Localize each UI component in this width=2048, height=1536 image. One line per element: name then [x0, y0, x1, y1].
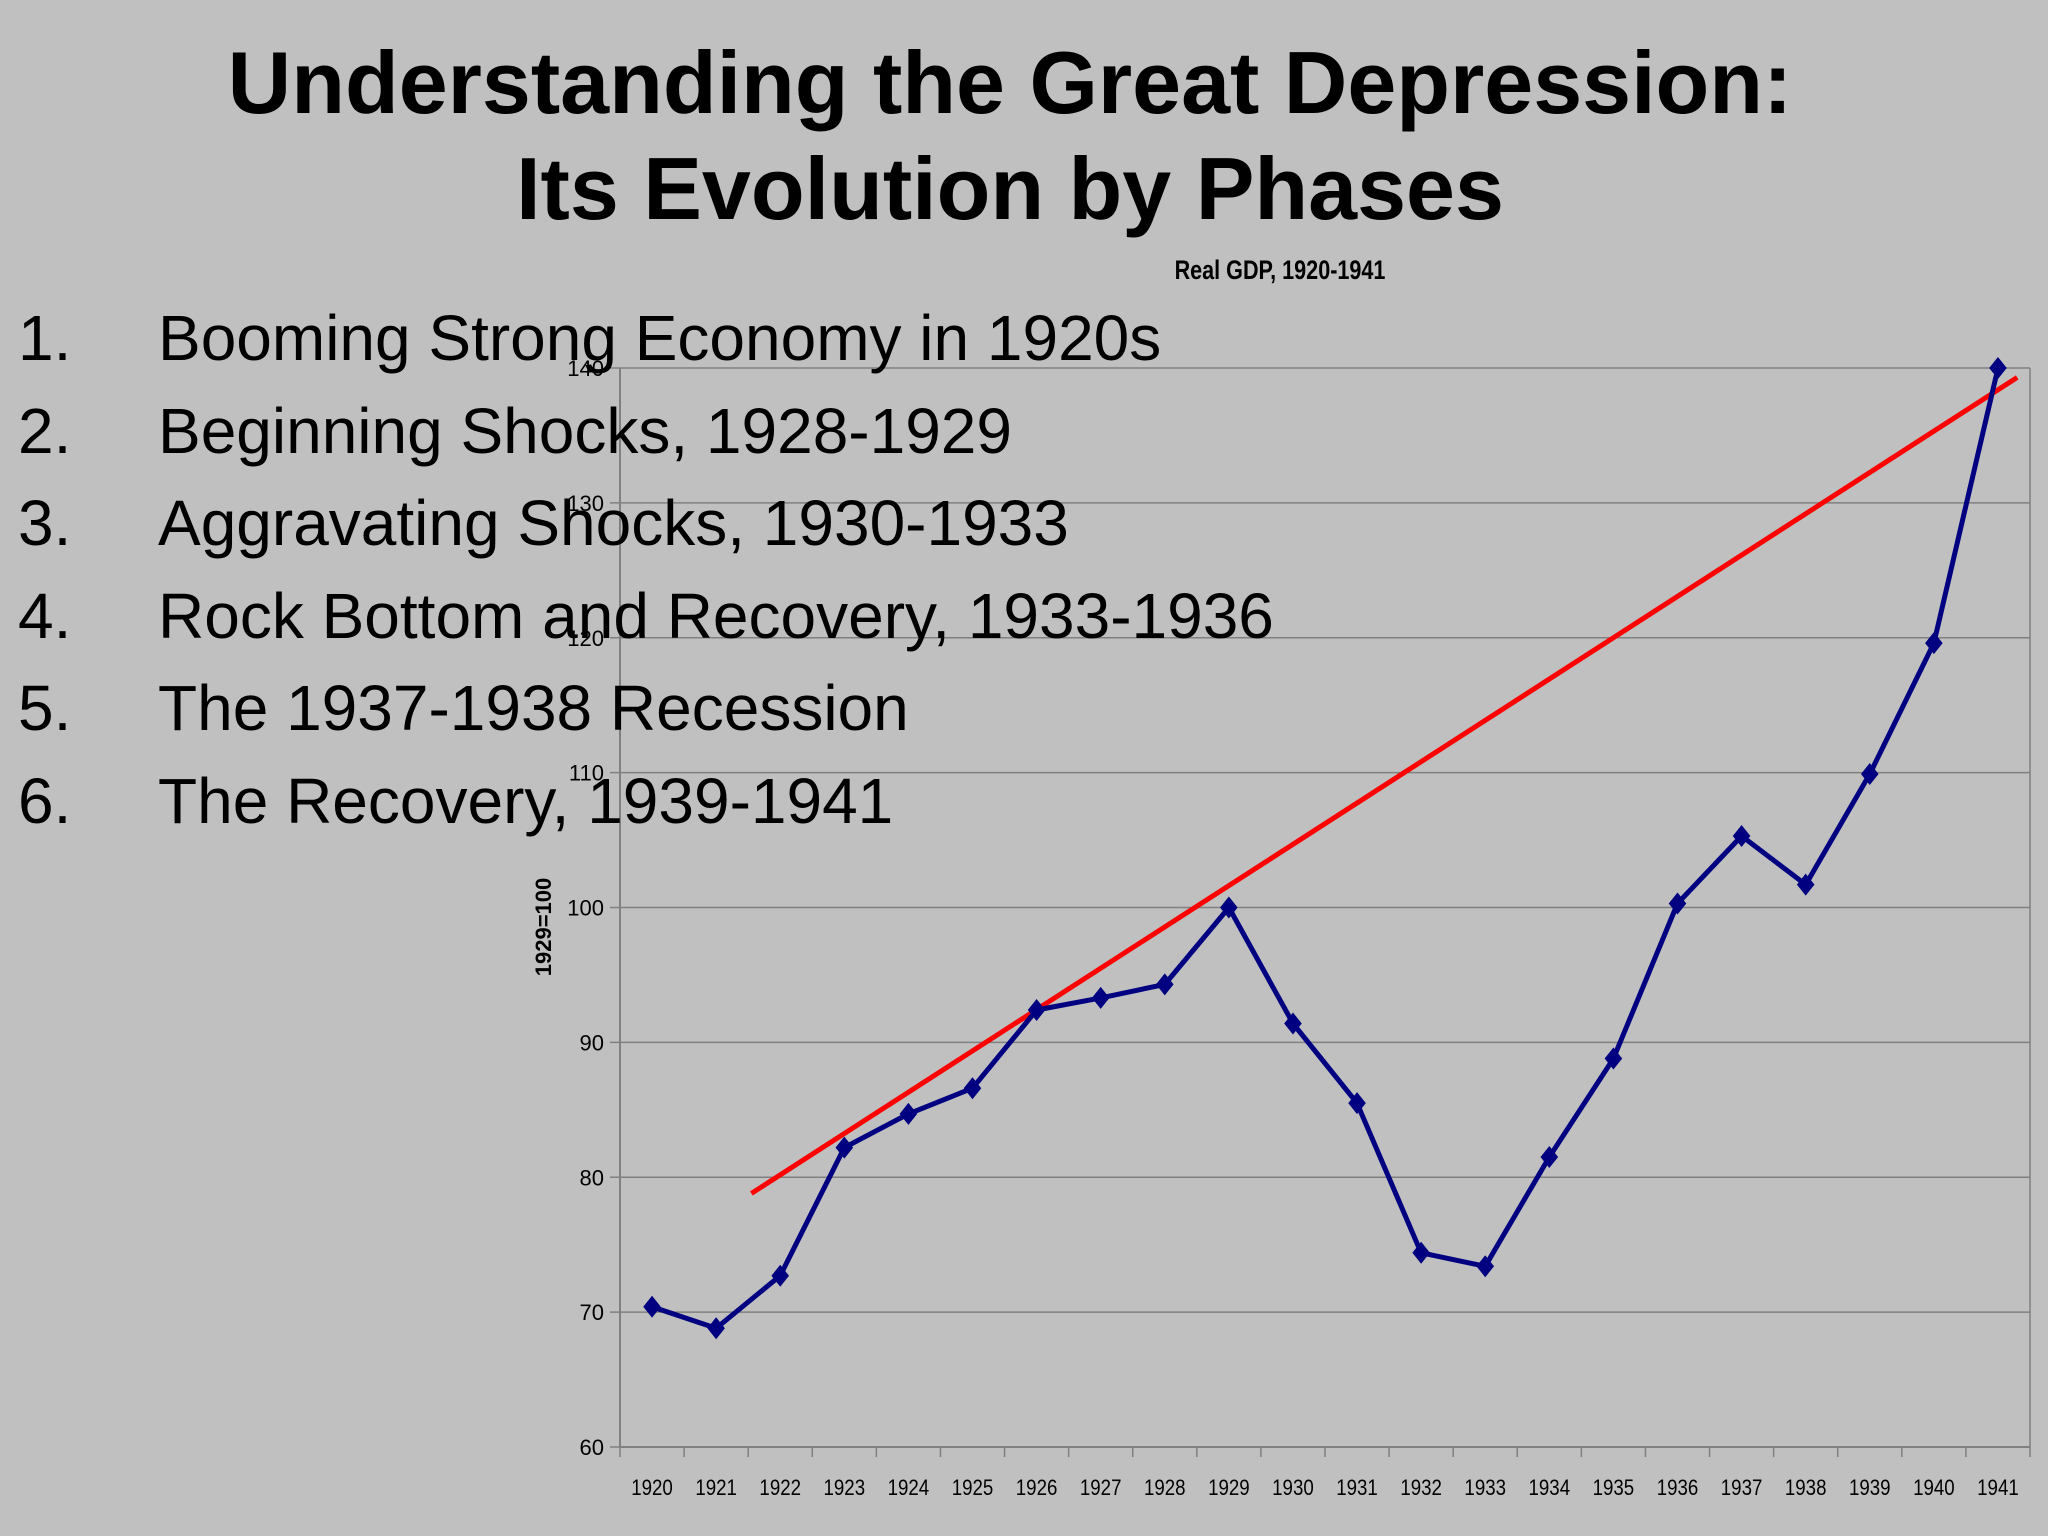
- data-point-marker: [1348, 1092, 1366, 1115]
- phase-text: Booming Strong Economy in 1920s: [158, 302, 1162, 374]
- x-tick-label: 1938: [1785, 1477, 1827, 1501]
- data-point-marker: [771, 1264, 790, 1287]
- x-tick-label: 1925: [952, 1477, 994, 1501]
- grid-lines: [610, 367, 2031, 1457]
- data-point-marker: [963, 1077, 982, 1100]
- x-tick-label: 1922: [759, 1477, 801, 1501]
- x-tick-label: 1920: [631, 1477, 673, 1501]
- y-tick-label: 120: [567, 626, 604, 651]
- data-point-marker: [899, 1102, 918, 1125]
- y-tick-label: 70: [580, 1300, 604, 1325]
- y-axis-label: 1929=100: [531, 878, 556, 977]
- phase-number: 2.: [18, 394, 72, 467]
- phase-item: 1. Booming Strong Economy in 1920s: [18, 292, 1274, 385]
- title-line-2: Its Evolution by Phases: [516, 139, 1504, 238]
- x-tick-label: 1933: [1464, 1477, 1506, 1501]
- data-point-marker: [835, 1136, 854, 1159]
- phase-text: Rock Bottom and Recovery, 1933-1936: [158, 579, 1274, 652]
- x-tick-label: 1928: [1144, 1477, 1186, 1501]
- x-tick-label: 1940: [1913, 1477, 1955, 1501]
- x-tick-label: 1929: [1208, 1477, 1250, 1501]
- data-point-marker: [1989, 357, 2007, 379]
- phase-item: 5. The 1937-1938 Recession: [18, 662, 1274, 755]
- title-line-1: Understanding the Great Depression:: [227, 33, 1793, 132]
- x-tick-label: 1927: [1080, 1477, 1122, 1501]
- trend-line: [750, 375, 2019, 1196]
- y-tick-label: 60: [580, 1435, 604, 1460]
- gdp-series-markers: [643, 357, 2007, 1340]
- y-tick-labels: 60 70 80 90 100 110 120 130 140: [567, 356, 604, 1460]
- phase-item: 3. Aggravating Shocks, 1930-1933: [18, 477, 1274, 570]
- phase-text: Aggravating Shocks, 1930-1933: [158, 487, 1069, 559]
- x-tick-label: 1934: [1529, 1477, 1571, 1501]
- phase-item: 6. The Recovery, 1939-1941: [18, 755, 1274, 848]
- y-tick-label: 130: [567, 491, 604, 516]
- data-point-marker: [1925, 632, 1943, 655]
- phase-text: The 1937-1938 Recession: [158, 672, 909, 744]
- phase-list: 1. Booming Strong Economy in 1920s 2. Begi…: [18, 292, 1274, 847]
- data-point-marker: [1412, 1241, 1430, 1264]
- x-tick-label: 1921: [695, 1477, 737, 1501]
- data-point-marker: [1155, 973, 1174, 996]
- y-tick-label: 90: [580, 1030, 604, 1055]
- x-tick-label: 1939: [1849, 1477, 1891, 1501]
- data-point-marker: [1668, 892, 1687, 915]
- x-tick-label: 1931: [1336, 1477, 1378, 1501]
- x-tick-labels: 1920 1921 1922 1923 1924 1925 1926 1927 1928 1929…: [631, 1477, 2018, 1501]
- data-point-marker: [1540, 1146, 1559, 1169]
- data-point-marker: [1091, 986, 1110, 1009]
- x-tick-label: 1924: [888, 1477, 930, 1501]
- slide-title: Understanding the Great Depression: Its …: [0, 30, 2020, 242]
- phase-number: 3.: [18, 487, 72, 559]
- data-point-marker: [1220, 896, 1238, 919]
- phase-number: 5.: [18, 672, 72, 744]
- x-tick-label: 1932: [1400, 1477, 1442, 1501]
- x-tick-label: 1926: [1016, 1477, 1058, 1501]
- phase-text: The Recovery, 1939-1941: [158, 764, 894, 837]
- data-point-marker: [1604, 1047, 1623, 1070]
- x-tick-label: 1941: [1977, 1477, 2019, 1501]
- x-tick-label: 1930: [1272, 1477, 1314, 1501]
- phase-number: 1.: [18, 302, 72, 374]
- data-point-marker: [707, 1317, 725, 1340]
- phase-number: 6.: [18, 764, 72, 837]
- data-point-marker: [1476, 1255, 1495, 1278]
- x-tick-label: 1936: [1657, 1477, 1699, 1501]
- data-point-marker: [1796, 873, 1815, 896]
- data-point-marker: [1732, 825, 1751, 848]
- gdp-series-line: [651, 367, 2001, 1331]
- phase-item: 4. Rock Bottom and Recovery, 1933-1936: [18, 570, 1274, 663]
- y-tick-label: 140: [567, 356, 604, 381]
- x-tick-label: 1935: [1593, 1477, 1635, 1501]
- phase-number: 4.: [18, 579, 72, 652]
- phase-item: 2. Beginning Shocks, 1928-1929: [18, 385, 1274, 478]
- phase-text: Beginning Shocks, 1928-1929: [158, 394, 1012, 467]
- x-tick-label: 1937: [1721, 1477, 1763, 1501]
- data-point-marker: [1027, 999, 1046, 1022]
- x-tick-label: 1923: [824, 1477, 866, 1501]
- y-tick-label: 80: [580, 1165, 604, 1190]
- data-point-marker: [1284, 1012, 1302, 1035]
- y-tick-label: 110: [569, 761, 604, 786]
- y-tick-label: 100: [567, 896, 604, 921]
- data-point-marker: [643, 1295, 661, 1318]
- chart-title: Real GDP, 1920-1941: [1175, 256, 1386, 286]
- data-point-marker: [1860, 762, 1879, 785]
